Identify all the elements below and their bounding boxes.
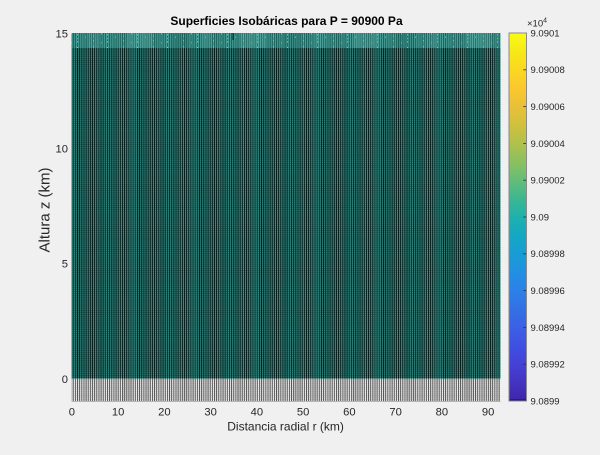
svg-text:9.09004: 9.09004	[531, 139, 565, 150]
svg-text:9.08998: 9.08998	[531, 249, 565, 260]
svg-text:10: 10	[56, 144, 68, 156]
svg-text:30: 30	[204, 407, 216, 419]
svg-text:9.09: 9.09	[531, 212, 550, 223]
svg-text:Superficies Isobáricas para P: Superficies Isobáricas para P = 90900 Pa	[170, 14, 403, 28]
svg-text:90: 90	[482, 407, 494, 419]
svg-text:40: 40	[251, 407, 263, 419]
svg-text:10: 10	[112, 407, 124, 419]
svg-text:9.0901: 9.0901	[531, 28, 560, 39]
svg-text:50: 50	[297, 407, 309, 419]
svg-text:0: 0	[69, 407, 75, 419]
svg-text:Altura z (km): Altura z (km)	[36, 167, 53, 252]
svg-text:9.09006: 9.09006	[531, 102, 565, 113]
svg-text:Distancia radial r (km): Distancia radial r (km)	[227, 420, 344, 434]
svg-text:70: 70	[389, 407, 401, 419]
svg-text:×104: ×104	[527, 18, 547, 30]
svg-text:9.0899: 9.0899	[531, 396, 560, 407]
svg-text:20: 20	[158, 407, 170, 419]
svg-text:5: 5	[62, 259, 68, 271]
svg-text:60: 60	[343, 407, 355, 419]
svg-text:9.08992: 9.08992	[531, 360, 565, 371]
svg-text:9.09002: 9.09002	[531, 176, 565, 187]
svg-text:9.08994: 9.08994	[531, 323, 565, 334]
svg-text:9.08996: 9.08996	[531, 286, 565, 297]
svg-text:80: 80	[436, 407, 448, 419]
svg-text:0: 0	[62, 374, 68, 386]
svg-text:15: 15	[56, 28, 68, 40]
svg-text:9.09008: 9.09008	[531, 65, 565, 76]
